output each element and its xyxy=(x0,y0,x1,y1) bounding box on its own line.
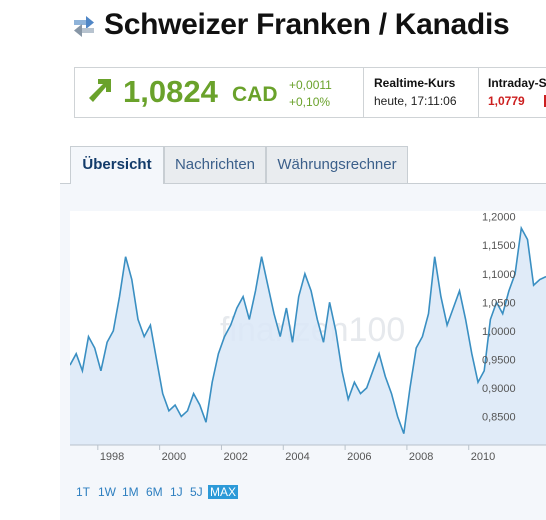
page-title: Schweizer Franken / Kanadis xyxy=(104,8,510,41)
swap-arrows-icon xyxy=(74,16,94,37)
range-button-1j[interactable]: 1J xyxy=(170,485,183,499)
realtime-time: heute, 17:11:06 xyxy=(374,94,457,108)
chart-svg: finanzen10019982000200220042006200820101… xyxy=(69,211,546,463)
range-button-1m[interactable]: 1M xyxy=(122,485,139,499)
chart-series-line xyxy=(69,225,546,434)
chart-y-tick-label: 1,0000 xyxy=(482,326,516,338)
chart-x-tick-label: 2006 xyxy=(347,451,371,463)
chart-y-tick-label: 0,9500 xyxy=(482,354,516,366)
range-button-1t[interactable]: 1T xyxy=(76,485,91,499)
chart-x-tick-label: 2010 xyxy=(471,451,495,463)
chart-y-tick-label: 0,8500 xyxy=(482,411,516,423)
tab-uebersicht[interactable]: Übersicht xyxy=(70,146,164,184)
chart-y-tick-label: 1,1500 xyxy=(482,240,516,252)
chart-y-tick-label: 1,2000 xyxy=(482,212,516,224)
chart-x-tick-label: 2000 xyxy=(162,451,186,463)
tab-waehrungsrechner[interactable]: Währungsrechner xyxy=(266,146,408,183)
range-button-1w[interactable]: 1W xyxy=(98,485,116,499)
chart-y-tick-label: 1,0500 xyxy=(482,297,516,309)
quote-divider xyxy=(363,68,364,117)
range-button-max[interactable]: MAX xyxy=(208,485,239,499)
realtime-label: Realtime-Kurs xyxy=(374,76,456,90)
range-button-5j[interactable]: 5J xyxy=(190,485,203,499)
quote-divider xyxy=(478,68,479,117)
chart-x-tick-label: 2002 xyxy=(223,451,247,463)
chart-y-tick-label: 0,9000 xyxy=(482,383,516,395)
price-chart[interactable]: finanzen10019982000200220042006200820101… xyxy=(69,211,546,466)
quote-change-absolute: +0,0011 xyxy=(289,78,332,92)
quote-currency: CAD xyxy=(232,83,278,106)
up-arrow-icon xyxy=(89,79,111,102)
chart-area-fill xyxy=(70,228,546,445)
chart-y-tick-label: 1,1000 xyxy=(482,269,516,281)
range-button-6m[interactable]: 6M xyxy=(146,485,163,499)
intraday-label: Intraday-S xyxy=(488,76,546,90)
intraday-value: 1,0779 xyxy=(488,94,525,108)
chart-x-tick-label: 2004 xyxy=(285,451,309,463)
tab-nachrichten[interactable]: Nachrichten xyxy=(164,146,266,183)
quote-change-percent: +0,10% xyxy=(289,95,331,109)
intraday-bar xyxy=(544,95,546,107)
quote-box: 1,0824 CAD +0,0011 +0,10% Realtime-Kurs … xyxy=(74,67,546,118)
quote-price: 1,0824 xyxy=(123,74,218,109)
chart-x-tick-label: 2008 xyxy=(409,451,433,463)
chart-x-tick-label: 1998 xyxy=(100,451,124,463)
